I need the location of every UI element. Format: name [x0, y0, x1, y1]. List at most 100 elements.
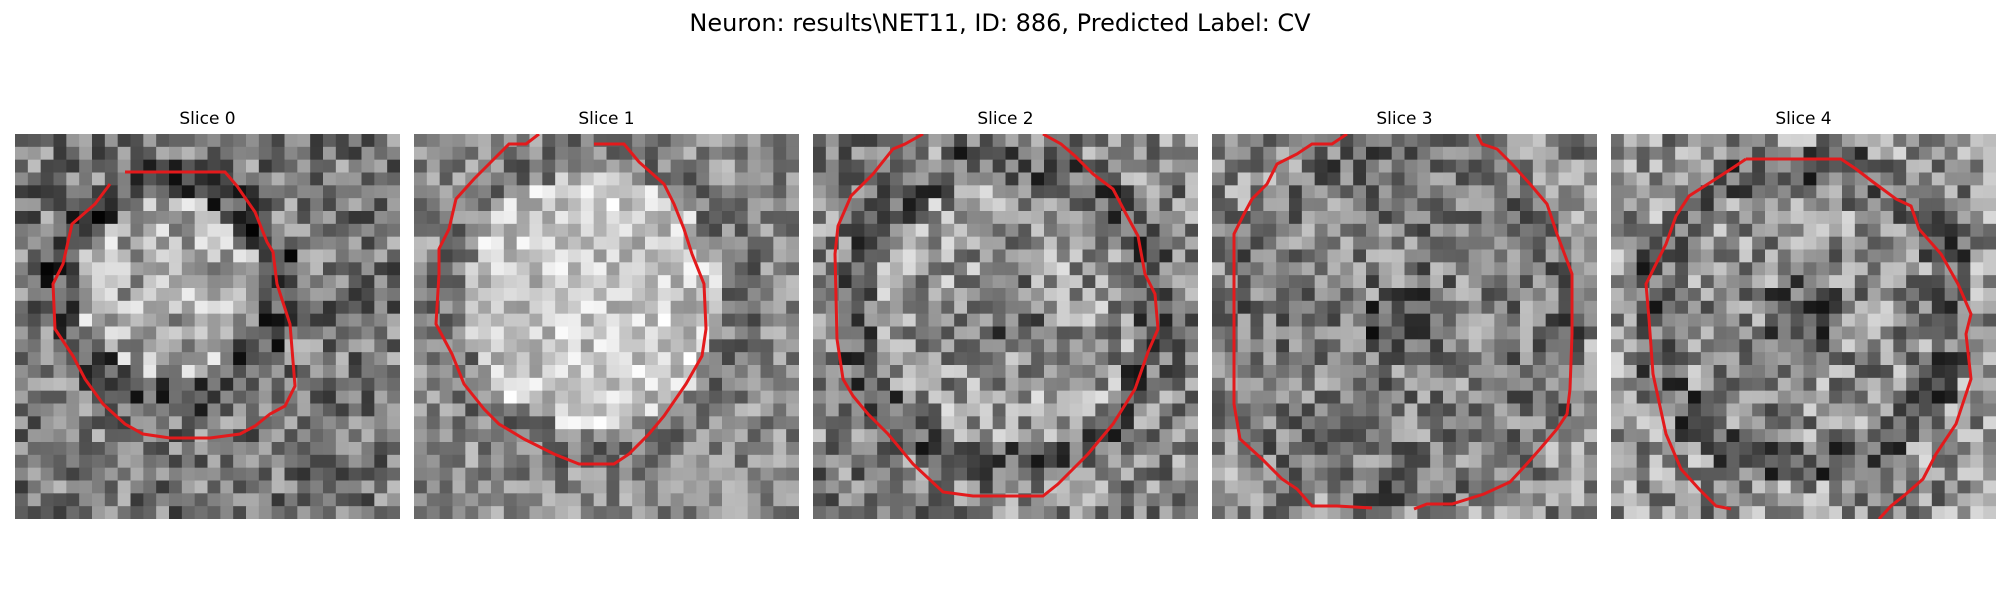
pixel [1790, 390, 1804, 404]
pixel [1944, 365, 1958, 379]
pixel [580, 198, 595, 212]
pixel [491, 275, 505, 289]
pixel [1584, 442, 1597, 456]
pixel [1790, 339, 1804, 353]
pixel [1532, 480, 1547, 494]
pixel [580, 159, 595, 173]
pixel [1056, 198, 1071, 212]
pixel [645, 365, 659, 379]
pixel [1327, 275, 1341, 289]
pixel [1571, 313, 1585, 327]
pixel [645, 236, 659, 250]
pixel [478, 211, 492, 225]
pixel [1957, 416, 1971, 430]
pixel [323, 275, 337, 289]
pixel [722, 198, 736, 212]
pixel [414, 185, 428, 199]
pixel [1983, 339, 1996, 353]
pixel [1237, 493, 1251, 507]
pixel [246, 377, 260, 392]
pixel [323, 326, 337, 340]
pixel [683, 493, 697, 507]
pixel [825, 416, 840, 430]
pixel [439, 416, 453, 430]
pixel [220, 236, 234, 250]
pixel [143, 211, 157, 225]
pixel [1970, 146, 1984, 161]
pixel [1584, 211, 1597, 225]
pixel [156, 365, 170, 379]
pixel [1044, 198, 1058, 212]
pixel [1649, 442, 1663, 456]
pixel [297, 172, 311, 186]
pixel [465, 480, 479, 494]
pixel [1854, 236, 1869, 250]
pixel [233, 352, 247, 366]
pixel [1931, 416, 1946, 430]
pixel [1739, 198, 1753, 212]
pixel [1713, 429, 1727, 443]
pixel [323, 146, 337, 161]
pixel [1893, 249, 1907, 263]
pixel [1790, 506, 1804, 519]
pixel [877, 198, 891, 212]
pixel [1018, 275, 1032, 289]
pixel [27, 442, 42, 456]
pixel [813, 326, 827, 340]
pixel [426, 352, 441, 366]
pixel [503, 390, 518, 404]
pixel [1584, 403, 1597, 417]
pixel [1571, 480, 1585, 494]
pixel [619, 185, 633, 199]
pixel [786, 339, 799, 353]
pixel [335, 275, 350, 289]
pixel [593, 416, 607, 430]
pixel [27, 236, 42, 250]
pixel [890, 275, 904, 289]
pixel [516, 223, 530, 238]
pixel [1455, 172, 1470, 186]
pixel [1726, 326, 1740, 340]
pixel [606, 185, 620, 199]
pixel [1623, 300, 1638, 315]
pixel [1481, 172, 1495, 186]
pixel [902, 506, 917, 519]
pixel [310, 146, 324, 161]
pixel [1133, 403, 1148, 417]
pixel [928, 442, 942, 456]
pixel [1571, 506, 1585, 519]
pixel [1005, 442, 1019, 456]
pixel [734, 365, 749, 379]
pixel [1584, 198, 1597, 212]
pixel [838, 467, 852, 481]
pixel [1919, 390, 1933, 404]
pixel [310, 493, 324, 507]
pixel [452, 134, 466, 148]
pixel [387, 429, 400, 443]
pixel [928, 223, 942, 238]
pixel [580, 454, 595, 469]
pixel [1159, 493, 1173, 507]
pixel [1713, 326, 1727, 340]
pixel [542, 134, 556, 148]
pixel [1185, 467, 1198, 481]
pixel [348, 442, 362, 456]
pixel [670, 365, 684, 379]
pixel [258, 339, 273, 353]
pixel [1558, 134, 1572, 148]
pixel [1224, 288, 1239, 302]
pixel [1082, 326, 1096, 340]
pixel [1829, 146, 1843, 161]
pixel [258, 442, 273, 456]
pixel [941, 352, 955, 366]
pixel [1688, 326, 1702, 340]
pixel [1611, 352, 1625, 366]
pixel [1867, 390, 1881, 404]
pixel [1121, 134, 1135, 148]
pixel [1816, 236, 1830, 250]
pixel [1095, 467, 1109, 481]
pixel [361, 172, 375, 186]
pixel [1919, 262, 1933, 276]
pixel [1095, 249, 1109, 263]
pixel [15, 236, 29, 250]
